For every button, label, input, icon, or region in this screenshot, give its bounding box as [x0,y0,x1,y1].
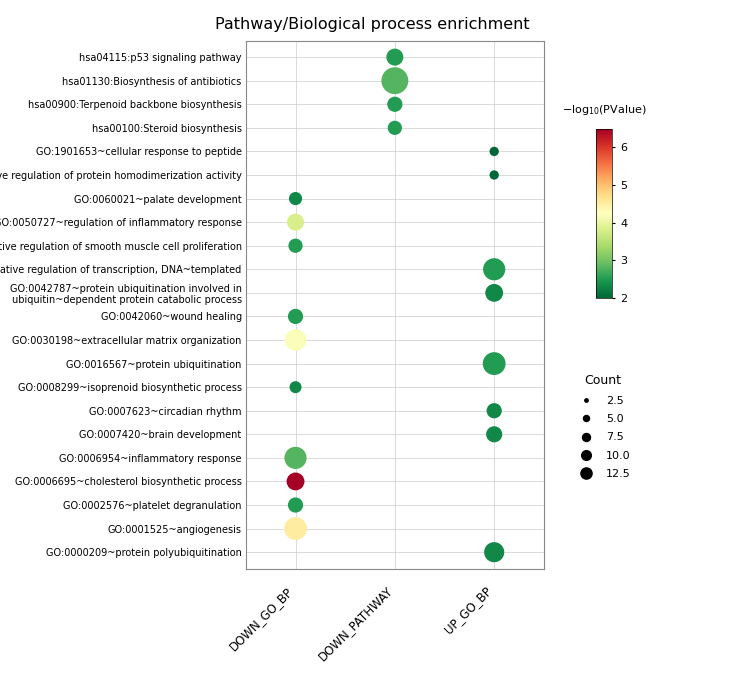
Point [290,523,302,534]
Point [389,123,401,133]
Point [389,99,401,110]
Point [488,406,500,416]
Point [290,240,302,251]
Text: DOWN_PATHWAY: DOWN_PATHWAY [315,584,395,663]
Point [290,476,302,487]
Point [290,452,302,463]
Point [488,358,500,369]
Text: $\mathregular{-log_{10}}$(PValue): $\mathregular{-log_{10}}$(PValue) [562,103,647,116]
Legend: 2.5, 5.0, 7.5, 10.0, 12.5: 2.5, 5.0, 7.5, 10.0, 12.5 [571,371,634,483]
Point [488,264,500,275]
Point [488,429,500,440]
Point [290,193,302,204]
Text: Pathway/Biological process enrichment: Pathway/Biological process enrichment [215,17,530,32]
Point [488,169,500,180]
Point [290,334,302,345]
Text: DOWN_GO_BP: DOWN_GO_BP [227,584,296,653]
Point [488,288,500,299]
Point [488,146,500,157]
Point [290,382,302,393]
Point [290,500,302,510]
Text: UP_GO_BP: UP_GO_BP [442,584,494,636]
Point [389,51,401,62]
Point [389,75,401,86]
Point [290,311,302,322]
Point [488,547,500,558]
Point [290,217,302,227]
